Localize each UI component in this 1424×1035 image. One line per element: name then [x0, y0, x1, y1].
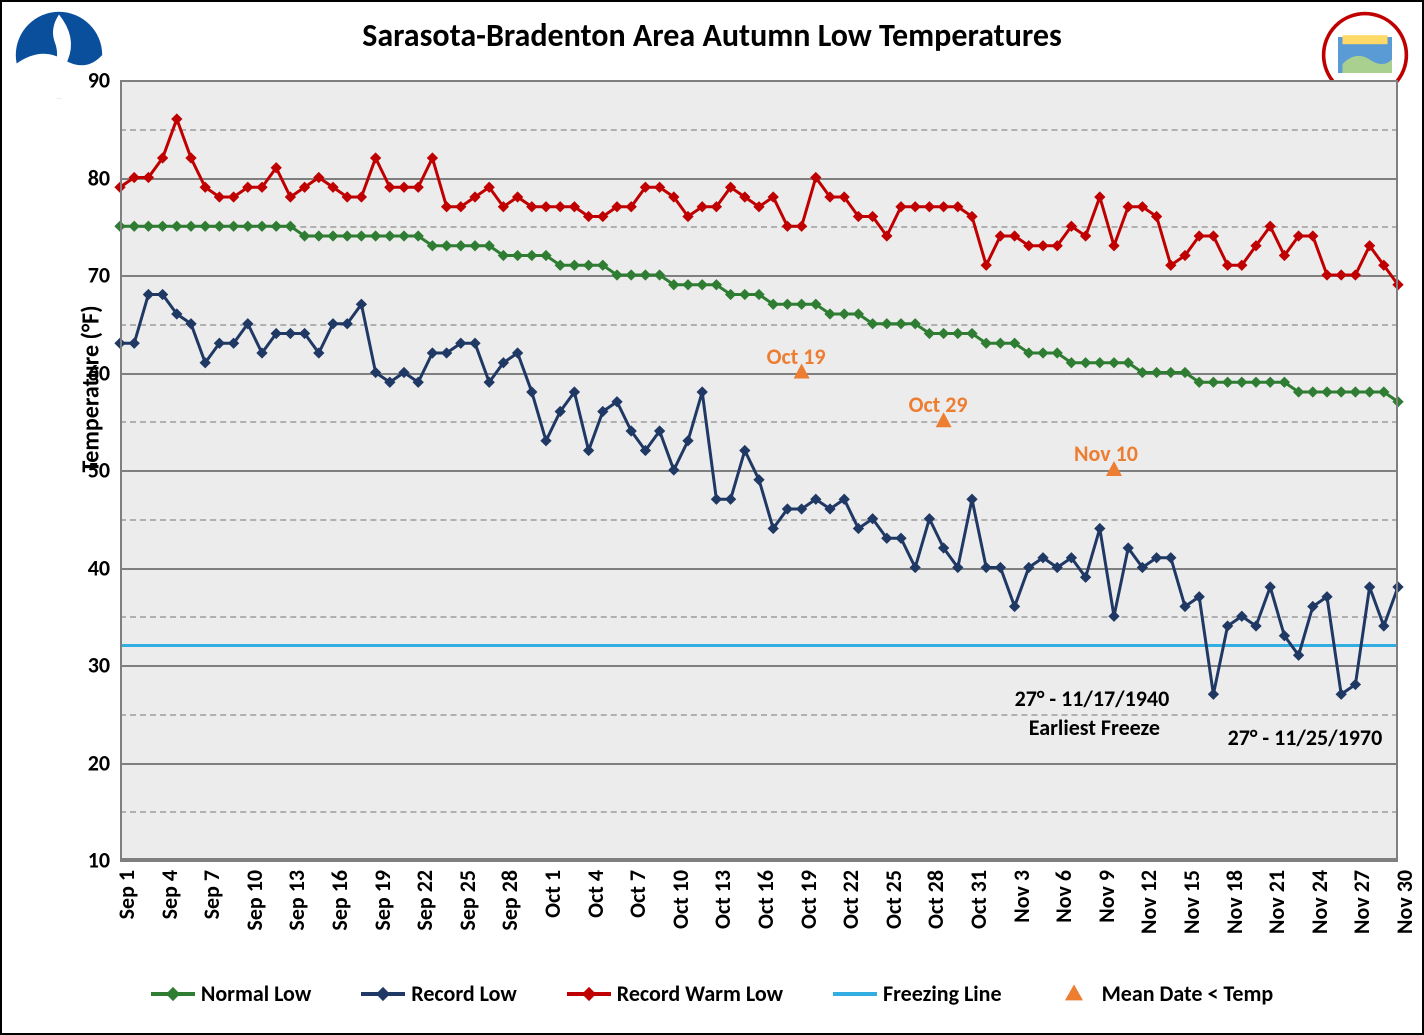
x-tick-label: Oct 16: [752, 870, 779, 929]
y-tick-label: 50: [88, 457, 120, 484]
x-tick-label: Oct 28: [922, 870, 949, 929]
series-svg: [120, 80, 1398, 860]
mean-date-label: Nov 10: [1074, 440, 1138, 467]
x-tick-label: Nov 15: [1178, 870, 1205, 934]
legend-label: Record Warm Low: [617, 980, 783, 1007]
legend-item: Record Warm Low: [567, 980, 783, 1007]
x-tick-label: Oct 22: [837, 870, 864, 929]
legend-label: Normal Low: [201, 980, 311, 1007]
chart-frame: Sarasota-Bradenton Area Autumn Low Tempe…: [0, 0, 1424, 1035]
x-tick-label: Nov 24: [1306, 870, 1333, 934]
x-tick-label: Nov 3: [1008, 870, 1035, 923]
legend-label: Freezing Line: [883, 980, 1002, 1007]
y-tick-label: 80: [88, 164, 120, 191]
y-tick-label: 40: [88, 554, 120, 581]
annotation-text: Earliest Freeze: [1029, 714, 1160, 741]
x-tick-label: Oct 4: [582, 870, 609, 918]
x-tick-label: Sep 28: [496, 870, 523, 931]
x-tick-label: Oct 31: [965, 870, 992, 929]
mean-date-label: Oct 19: [767, 343, 826, 370]
legend-item: Freezing Line: [833, 980, 1002, 1007]
x-tick-label: Sep 25: [454, 870, 481, 931]
legend-label: Mean Date < Temp: [1102, 980, 1274, 1007]
plot-area: 102030405060708090 Sep 1Sep 4Sep 7Sep 10…: [120, 80, 1398, 860]
x-tick-label: Nov 27: [1348, 870, 1375, 934]
x-tick-label: Nov 30: [1391, 870, 1418, 934]
x-tick-label: Oct 7: [624, 870, 651, 918]
x-tick-label: Sep 10: [241, 870, 268, 931]
x-tick-label: Nov 12: [1135, 870, 1162, 934]
y-tick-label: 70: [88, 262, 120, 289]
legend-label: Record Low: [411, 980, 517, 1007]
y-tick-label: 60: [88, 359, 120, 386]
annotation-text: 27° - 11/17/1940: [1015, 685, 1170, 712]
x-tick-label: Oct 13: [709, 870, 736, 929]
x-tick-label: Oct 25: [880, 870, 907, 929]
x-tick-label: Oct 19: [795, 870, 822, 929]
x-tick-label: Oct 10: [667, 870, 694, 929]
mean-date-label: Oct 29: [909, 391, 968, 418]
x-tick-label: Oct 1: [539, 870, 566, 918]
y-tick-label: 20: [88, 749, 120, 776]
x-tick-label: Sep 19: [369, 870, 396, 931]
x-tick-label: Sep 7: [198, 870, 225, 919]
x-tick-label: Sep 1: [113, 870, 140, 919]
legend: Normal Low Record Low Record Warm Low Freez…: [2, 980, 1422, 1007]
annotation-text: 27° - 11/25/1970: [1228, 724, 1383, 751]
y-axis-title: Temperature (°F): [77, 305, 106, 472]
x-tick-label: Sep 13: [283, 870, 310, 931]
x-tick-label: Nov 6: [1050, 870, 1077, 923]
x-tick-label: Nov 18: [1221, 870, 1248, 934]
legend-item: Record Low: [361, 980, 517, 1007]
chart-title: Sarasota-Bradenton Area Autumn Low Tempe…: [2, 16, 1422, 55]
x-tick-label: Nov 21: [1263, 870, 1290, 934]
y-tick-label: 90: [88, 67, 120, 94]
x-tick-label: Sep 22: [411, 870, 438, 931]
x-tick-label: Sep 4: [156, 870, 183, 919]
y-tick-label: 30: [88, 652, 120, 679]
x-tick-label: Nov 9: [1093, 870, 1120, 923]
x-tick-label: Sep 16: [326, 870, 353, 931]
legend-item: Mean Date < Temp: [1052, 980, 1274, 1007]
gridline-major: [120, 860, 1398, 862]
legend-item: Normal Low: [151, 980, 311, 1007]
